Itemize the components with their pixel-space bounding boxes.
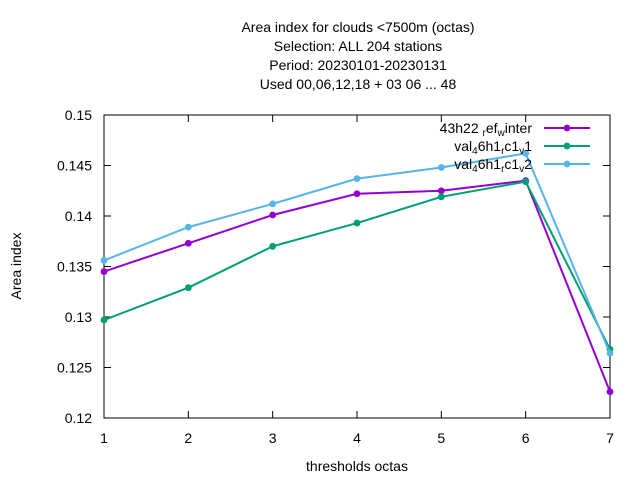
series-group [100,149,614,396]
data-point [606,349,614,357]
series-line [103,179,611,393]
legend-swatch-marker [563,160,571,168]
data-point [522,178,530,186]
data-point [437,164,445,171]
data-point [437,193,445,201]
x-tick-label: 2 [184,430,192,446]
title-line: Period: 20230101-20230131 [269,57,447,73]
data-point [184,223,192,231]
data-point [606,388,614,396]
legend-label: val46h1rc1v1 [454,138,532,157]
y-axis-label: Area index [8,233,24,300]
y-tick-label: 0.13 [65,309,92,325]
x-tick-label: 3 [269,430,277,446]
data-point [269,211,277,219]
data-point [269,200,277,208]
x-tick-label: 4 [353,430,361,446]
title-line: Selection: ALL 204 stations [274,38,442,54]
data-point [437,187,445,195]
y-tick-label: 0.15 [65,107,92,123]
data-point [100,316,108,324]
y-tick-label: 0.14 [65,208,92,224]
y-axis: 0.12 0.125 0.13 0.135 0.14 0.145 0.15 [57,107,610,426]
data-point [353,190,361,198]
data-point [269,242,277,250]
legend-label: 43h22 refwinter [440,120,533,139]
title-line: Area index for clouds <7500m (octas) [241,19,474,35]
x-tick-label: 7 [606,430,614,446]
y-tick-label: 0.145 [57,158,92,174]
data-point [100,268,108,275]
data-point [100,257,108,264]
legend-label: val46h1rc1v2 [454,156,532,175]
x-tick-label: 6 [522,430,530,446]
title-line: Used 00,06,12,18 + 03 06 ... 48 [260,76,457,92]
data-point [184,239,192,247]
series-line [103,180,611,350]
legend-swatch-marker [563,124,571,132]
legend-swatch-marker [563,142,571,150]
plot-frame [103,114,611,419]
data-point [353,219,361,227]
series-line [103,152,611,354]
data-point [353,175,361,183]
data-point [522,149,530,157]
y-tick-label: 0.125 [57,360,92,376]
chart-title: Area index for clouds <7500m (octas) Sele… [241,19,474,92]
x-axis-label: thresholds octas [306,458,408,474]
x-tick-label: 1 [100,430,108,446]
x-tick-label: 5 [437,430,445,446]
data-point [184,284,192,292]
x-axis: 1 2 3 4 5 6 7 [100,115,614,446]
y-tick-label: 0.135 [57,259,92,275]
y-tick-label: 0.12 [65,410,92,426]
